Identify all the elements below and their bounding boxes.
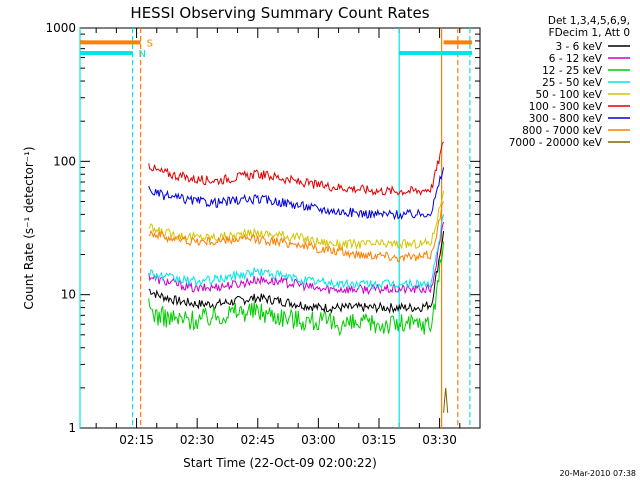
x-tick-label: 03:15 [362, 433, 397, 447]
flag-label-n: N [139, 49, 146, 60]
plot-frame [79, 27, 481, 429]
chart-title: HESSI Observing Summary Count Rates [130, 4, 429, 22]
date-stamp: 20-Mar-2010 07:38 [560, 469, 637, 478]
legend-entry-label: 300 - 800 keV [529, 113, 603, 125]
series-line [148, 167, 445, 221]
legend-header-line: Det 1,3,4,5,6,9, [548, 15, 630, 27]
x-axis-label: Start Time (22-Oct-09 02:00:22) [183, 456, 377, 470]
x-tick-label: 03:30 [422, 433, 457, 447]
legend-entry-label: 3 - 6 keV [555, 41, 602, 53]
legend-entry-label: 25 - 50 keV [542, 77, 603, 89]
plot-layer: 1 10 100 1000 02:15 02:30 02:45 03:00 03:15 03:30… [45, 21, 481, 447]
x-tick-label: 02:15 [119, 433, 154, 447]
y-tick-label: 1000 [45, 21, 76, 35]
series-line [148, 190, 445, 251]
legend-entry-label: 100 - 300 keV [529, 101, 603, 113]
series-line [148, 201, 445, 263]
legend-entry-label: 50 - 100 keV [535, 89, 602, 101]
x-tick-label: 03:00 [301, 433, 336, 447]
series-line [148, 214, 445, 291]
y-tick-label: 1 [68, 421, 76, 435]
legend-entry-label: 12 - 25 keV [542, 65, 603, 77]
series-line [148, 231, 445, 314]
legend-entry-label: 800 - 7000 keV [522, 125, 603, 137]
legend-header-line: FDecim 1, Att 0 [549, 27, 630, 39]
legend-entry-label: 7000 - 20000 keV [509, 137, 603, 149]
series-line [443, 387, 449, 413]
legend-entry-label: 6 - 12 keV [549, 53, 603, 65]
x-tick-label: 02:45 [240, 433, 275, 447]
series-line [148, 241, 445, 337]
x-tick-label: 02:30 [180, 433, 215, 447]
legend: Det 1,3,4,5,6,9,FDecim 1, Att 0 3 - 6 keV… [509, 15, 630, 149]
y-axis-label: Count Rate (s⁻¹ detector⁻¹) [22, 146, 36, 309]
flag-label-s: S [147, 38, 153, 49]
y-tick-label: 100 [53, 154, 76, 168]
y-tick-label: 10 [61, 288, 76, 302]
series-line [148, 141, 444, 197]
